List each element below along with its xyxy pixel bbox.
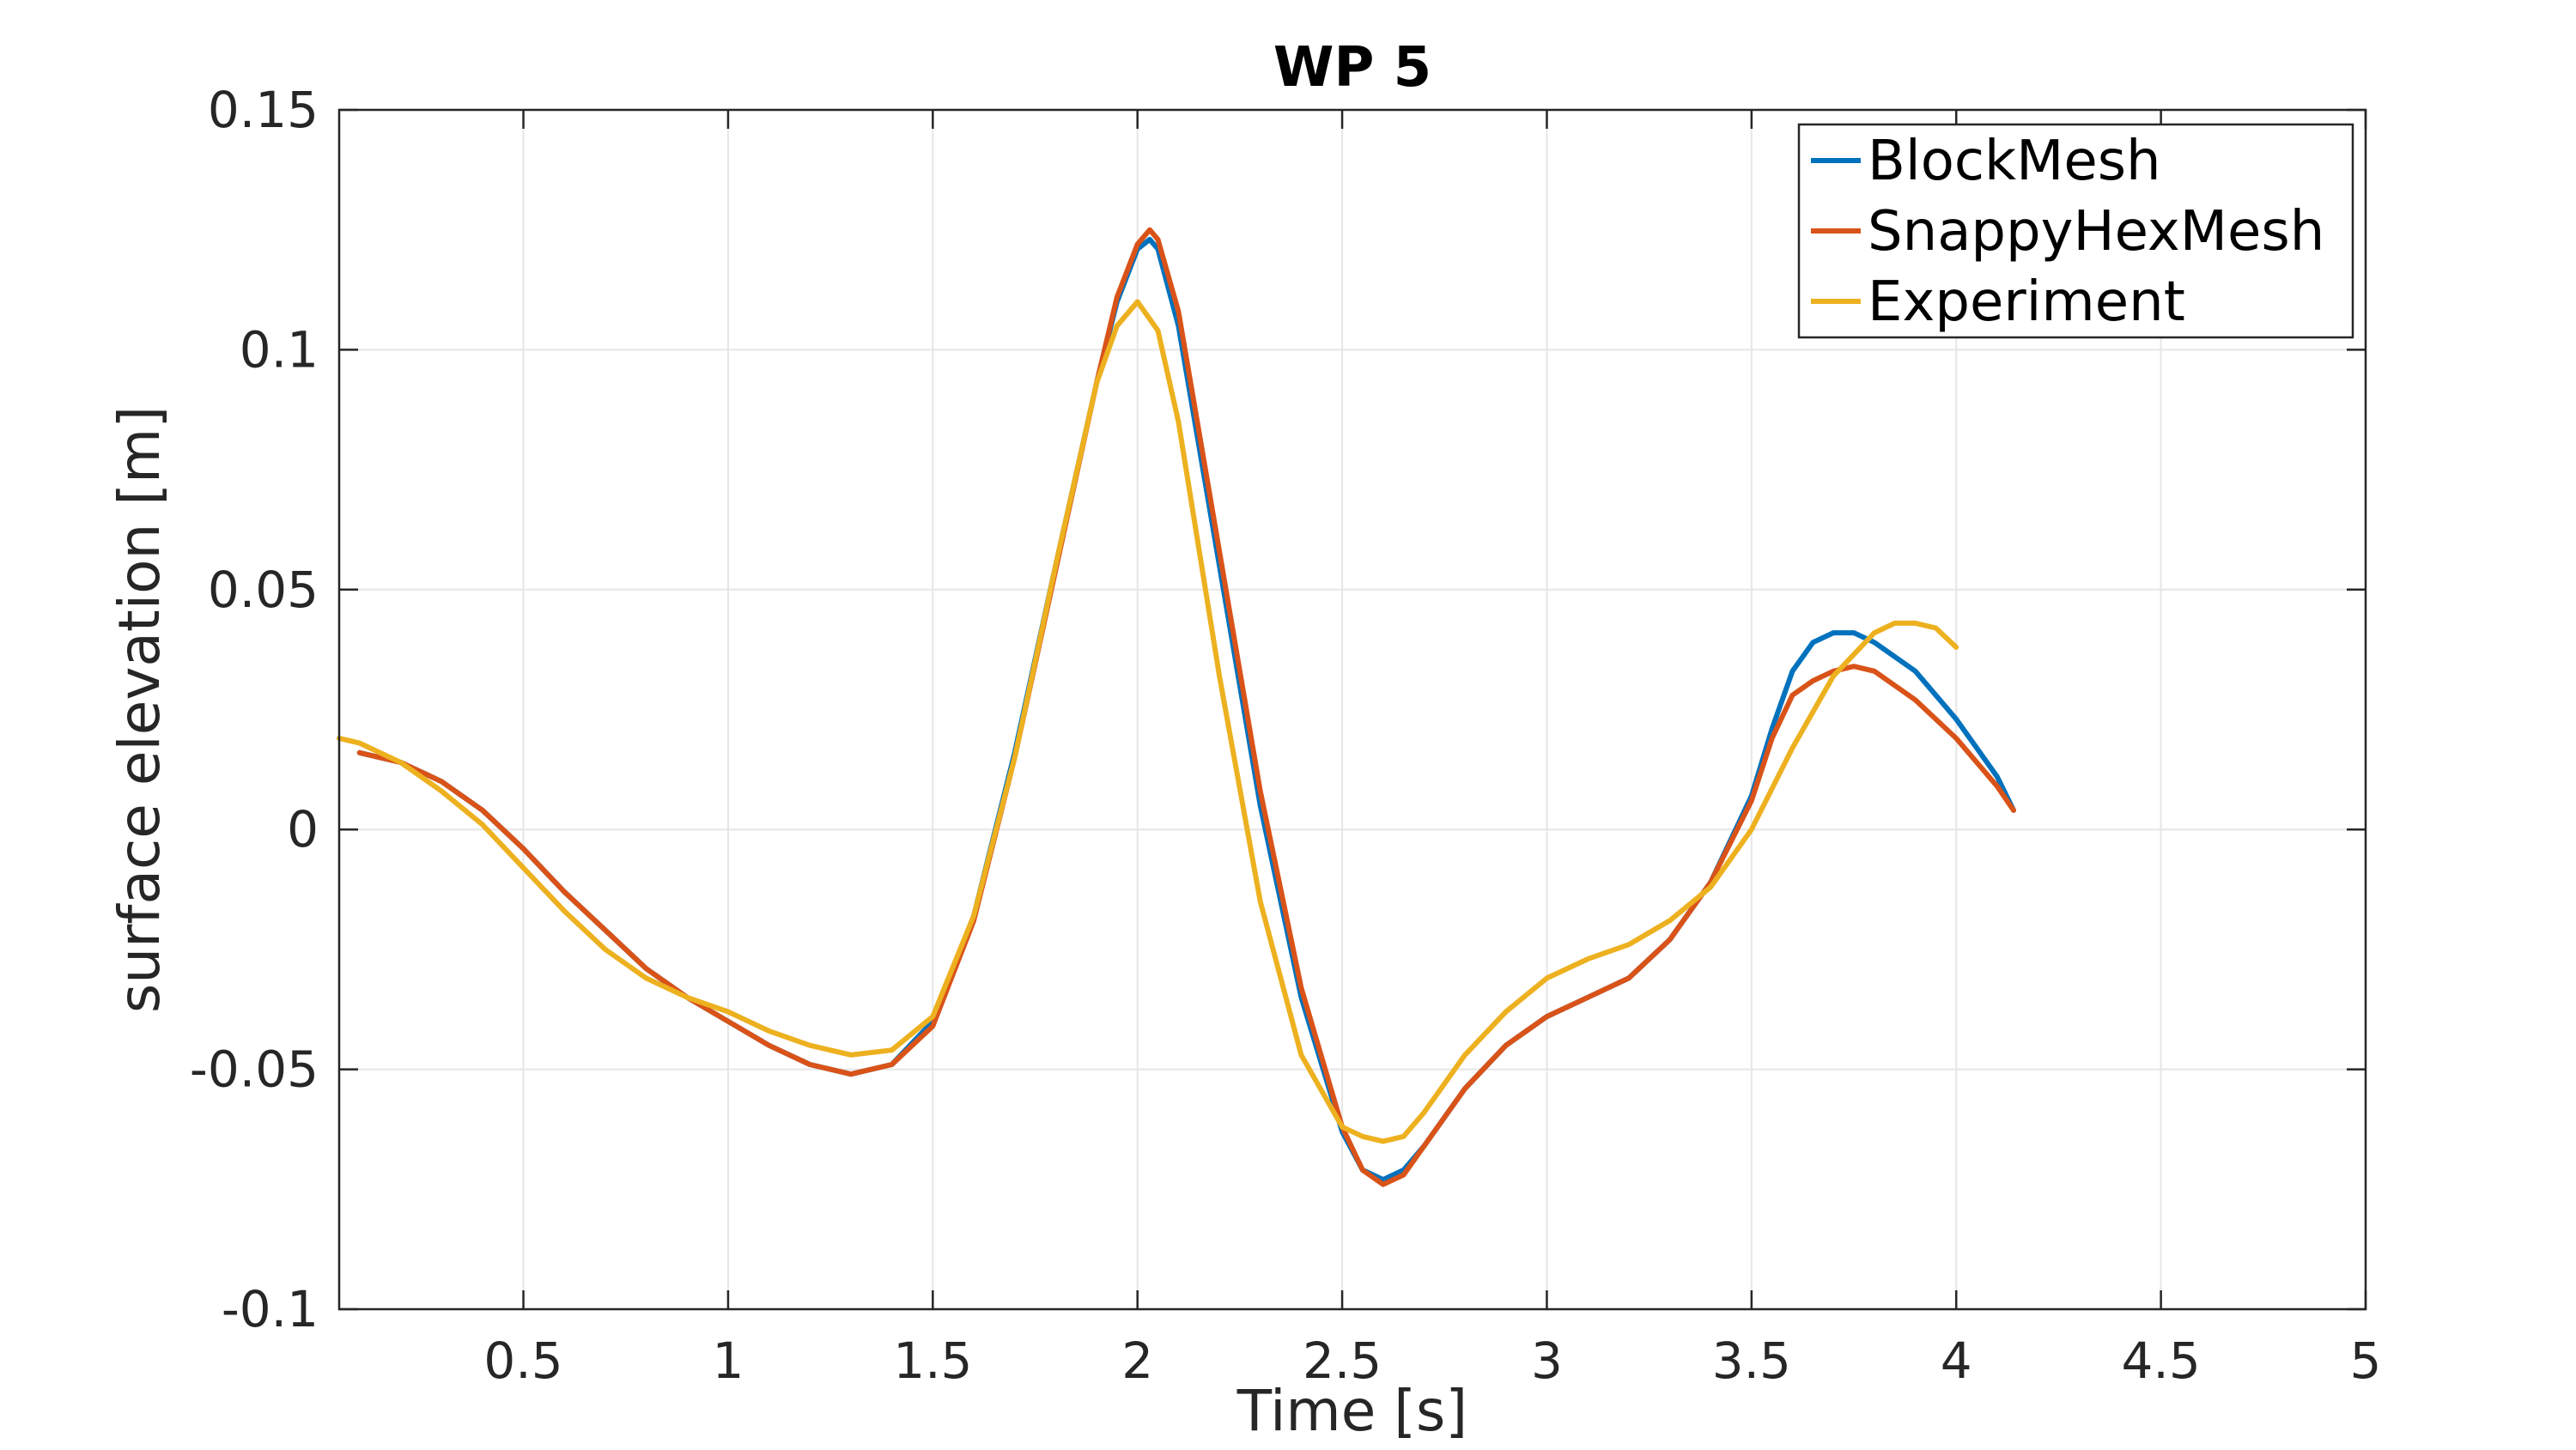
series-layer <box>337 227 2016 1187</box>
x-tick-label: 0.5 <box>483 1332 562 1390</box>
y-tick-label: 0 <box>287 800 319 858</box>
x-tick-label: 3.5 <box>1712 1332 1791 1390</box>
axes-box <box>337 108 2367 1311</box>
tick-labels: 0.5 1 1.5 2 2.5 3 3.5 4 4.5 5 -0.1 -0.05 0 0.05 0.1 0.1… <box>190 81 2382 1390</box>
y-tick-label: -0.1 <box>222 1280 319 1338</box>
axis-ticks <box>339 108 2367 1311</box>
legend-box <box>1797 123 2354 339</box>
x-tick-label: 1 <box>712 1332 744 1390</box>
y-tick-label: 0.1 <box>240 320 319 379</box>
y-axis-label: surface elevation [m] <box>106 406 173 1013</box>
legend-label: BlockMesh <box>1868 130 2161 193</box>
y-tick-label: 0.15 <box>208 81 319 139</box>
series-line-experiment <box>337 299 1959 1144</box>
legend-label: Experiment <box>1868 270 2185 334</box>
x-tick-label: 1.5 <box>893 1332 972 1390</box>
x-tick-label: 4 <box>1941 1332 1972 1390</box>
y-tick-label: -0.05 <box>190 1040 319 1099</box>
x-axis-label: Time [s] <box>1236 1378 1467 1444</box>
x-tick-label: 2 <box>1121 1332 1153 1390</box>
chart-title: WP 5 <box>1273 36 1431 100</box>
x-tick-label: 4.5 <box>2121 1332 2200 1390</box>
y-tick-label: 0.05 <box>208 561 319 619</box>
x-tick-label: 2.5 <box>1303 1332 1382 1390</box>
legend-label: SnappyHexMesh <box>1868 200 2324 264</box>
x-tick-label: 3 <box>1531 1332 1563 1390</box>
x-tick-label: 5 <box>2350 1332 2382 1390</box>
